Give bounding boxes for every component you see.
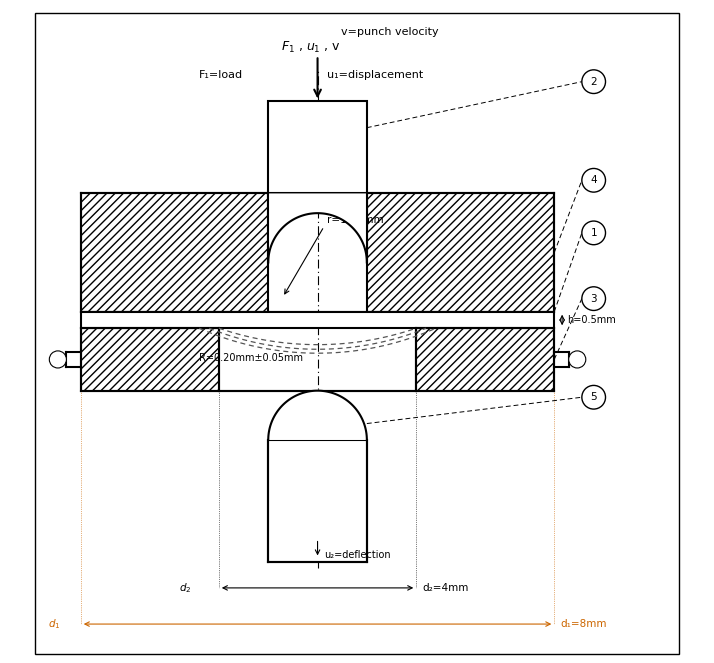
Text: $d_2$: $d_2$	[179, 581, 192, 595]
Circle shape	[582, 221, 605, 245]
Text: 2: 2	[590, 77, 597, 87]
Text: 5: 5	[590, 392, 597, 402]
Text: $F_1$ , $u_1$ , v: $F_1$ , $u_1$ , v	[281, 40, 341, 56]
Text: u₂=deflection: u₂=deflection	[324, 550, 391, 560]
Polygon shape	[268, 194, 367, 263]
Circle shape	[582, 385, 605, 409]
Text: 1: 1	[590, 228, 597, 238]
Text: r=1.25mm: r=1.25mm	[328, 215, 384, 225]
Circle shape	[49, 351, 66, 368]
Circle shape	[568, 351, 585, 368]
Text: F₁=load: F₁=load	[199, 70, 243, 80]
Bar	[81, 194, 268, 312]
Text: h=0.5mm: h=0.5mm	[568, 315, 616, 325]
Text: d₁=8mm: d₁=8mm	[560, 619, 608, 629]
Text: 3: 3	[590, 294, 597, 304]
Text: u₁=displacement: u₁=displacement	[328, 70, 423, 80]
Text: $d_1$: $d_1$	[48, 617, 61, 631]
Text: 4: 4	[590, 175, 597, 185]
Bar	[81, 328, 219, 391]
Text: v=punch velocity: v=punch velocity	[341, 27, 438, 37]
Circle shape	[582, 168, 605, 192]
Bar	[268, 440, 367, 562]
Bar	[416, 328, 554, 391]
Bar	[81, 312, 554, 328]
Text: R=0.20mm±0.05mm: R=0.20mm±0.05mm	[199, 353, 303, 363]
Bar	[367, 194, 554, 312]
Text: d₂=4mm: d₂=4mm	[423, 583, 469, 593]
Polygon shape	[268, 391, 367, 440]
Bar	[268, 101, 367, 194]
Circle shape	[582, 70, 605, 93]
Circle shape	[582, 287, 605, 310]
